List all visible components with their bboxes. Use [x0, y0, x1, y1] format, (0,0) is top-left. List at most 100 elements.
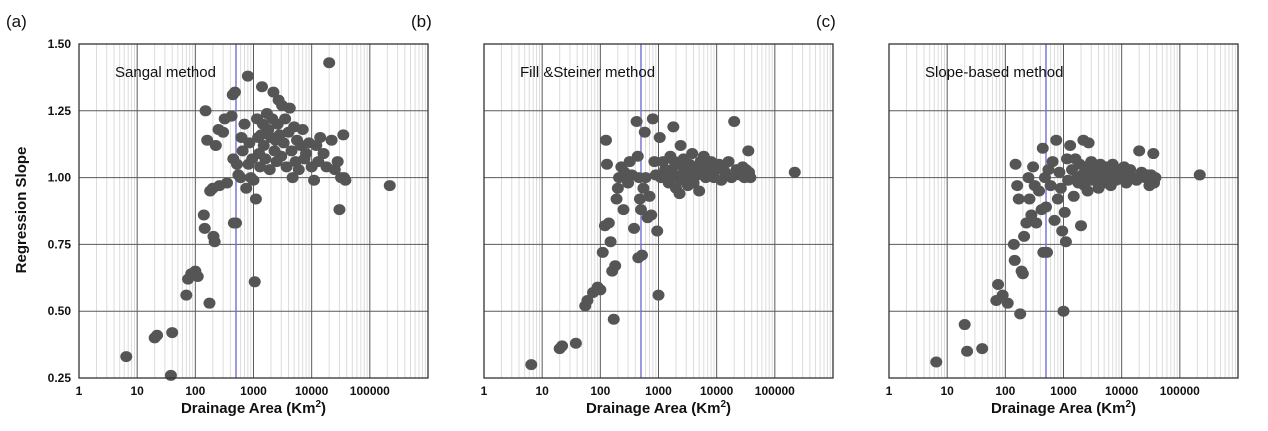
data-point — [1082, 137, 1095, 149]
data-point — [197, 209, 210, 221]
data-point — [317, 148, 330, 160]
data-point — [638, 126, 651, 138]
data-point — [243, 137, 256, 149]
x-tick-label: 100 — [995, 384, 1015, 398]
data-point — [230, 158, 243, 170]
data-point — [249, 193, 262, 205]
data-point — [1012, 193, 1025, 205]
data-point — [308, 174, 321, 186]
data-point — [1001, 297, 1014, 309]
panel-2: 1 10 100 1000 10000 100000 Drainage Area (Km2)… — [411, 12, 834, 417]
data-point — [383, 180, 396, 192]
data-point — [247, 174, 260, 186]
data-point — [198, 222, 211, 234]
y-tick-label: 1.00 — [48, 171, 72, 185]
data-point — [643, 190, 656, 202]
y-tick-label: 0.50 — [48, 304, 72, 318]
data-point — [120, 351, 133, 363]
data-point — [569, 337, 582, 349]
data-point — [277, 137, 290, 149]
x-tick-label: 10 — [130, 384, 144, 398]
data-point — [225, 110, 238, 122]
data-point — [742, 145, 755, 157]
x-tick-label: 100 — [185, 384, 205, 398]
data-point — [199, 105, 212, 117]
data-point — [208, 236, 221, 248]
data-point — [203, 297, 216, 309]
x-axis-title-superscript: 2 — [720, 399, 726, 410]
data-point — [279, 113, 292, 125]
y-axis-title: Regression Slope — [13, 147, 30, 274]
plot-frame — [483, 43, 834, 379]
data-point — [339, 174, 352, 186]
x-axis-title-close: ) — [1131, 400, 1136, 417]
data-point — [283, 102, 296, 114]
data-point — [1040, 246, 1053, 258]
data-point — [1048, 214, 1061, 226]
data-point — [209, 140, 222, 152]
panel-3: 1 10 100 1000 10000 100000 Drainage Area (Km2)… — [816, 12, 1239, 417]
x-tick-label: 100000 — [1160, 384, 1200, 398]
data-point — [992, 278, 1005, 290]
data-point — [325, 134, 338, 146]
data-point — [1036, 142, 1049, 154]
x-axis-title: Drainage Area (Km2) — [991, 399, 1136, 417]
data-point — [1075, 220, 1088, 232]
data-point — [166, 327, 179, 339]
data-point — [651, 225, 664, 237]
x-tick-label: 1000 — [240, 384, 267, 398]
data-point — [604, 236, 617, 248]
data-point — [300, 148, 313, 160]
data-point — [788, 166, 801, 178]
data-point — [600, 158, 613, 170]
data-point — [238, 118, 251, 130]
data-point — [744, 172, 757, 184]
x-tick-label: 10 — [940, 384, 954, 398]
data-point — [1020, 217, 1033, 229]
data-point — [631, 150, 644, 162]
x-tick-label: 1000 — [645, 384, 672, 398]
x-tick-label: 100000 — [755, 384, 795, 398]
data-point — [674, 140, 687, 152]
data-point — [331, 156, 344, 168]
data-point — [1044, 180, 1057, 192]
data-point — [930, 356, 943, 368]
data-point — [1056, 225, 1069, 237]
data-point — [259, 153, 272, 165]
data-point — [1033, 185, 1046, 197]
panel-label: (c) — [816, 12, 836, 31]
data-point — [255, 81, 268, 93]
data-point — [602, 217, 615, 229]
data-point — [1058, 206, 1071, 218]
data-point — [1133, 145, 1146, 157]
x-tick-label: 10000 — [1105, 384, 1139, 398]
method-label: Fill &Steiner method — [520, 64, 655, 81]
plot-frame — [888, 43, 1239, 379]
y-tick-label: 1.50 — [48, 37, 72, 51]
x-tick-label: 100000 — [350, 384, 390, 398]
data-point — [617, 204, 630, 216]
data-point — [275, 150, 288, 162]
data-point — [652, 289, 665, 301]
data-point — [323, 57, 336, 69]
y-tick-label: 0.25 — [48, 371, 72, 385]
data-point — [1046, 156, 1059, 168]
x-tick-label: 100 — [590, 384, 610, 398]
data-point — [257, 140, 270, 152]
y-tick-label: 1.25 — [48, 104, 72, 118]
data-point — [217, 126, 230, 138]
data-point — [525, 359, 538, 371]
data-point — [1061, 153, 1074, 165]
data-point — [1027, 161, 1040, 173]
data-point — [333, 204, 346, 216]
data-point — [296, 124, 309, 136]
data-point — [1022, 172, 1035, 184]
x-axis-title-superscript: 2 — [1125, 399, 1131, 410]
data-point — [722, 156, 735, 168]
data-point — [1018, 230, 1031, 242]
data-point — [686, 148, 699, 160]
data-point — [292, 164, 305, 176]
data-point — [229, 217, 242, 229]
